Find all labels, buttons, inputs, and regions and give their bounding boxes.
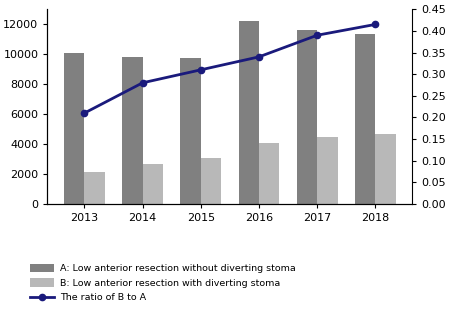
Bar xyxy=(259,142,279,204)
Bar xyxy=(84,172,105,204)
Bar xyxy=(181,58,201,204)
Bar xyxy=(297,30,317,204)
Legend: A: Low anterior resection without diverting stoma, B: Low anterior resection wit: A: Low anterior resection without divert… xyxy=(28,262,297,304)
Bar xyxy=(64,53,84,204)
Bar xyxy=(317,137,337,204)
Bar xyxy=(238,21,259,204)
Bar xyxy=(355,34,375,204)
Bar xyxy=(143,163,163,204)
Bar xyxy=(122,57,143,204)
Bar xyxy=(201,158,221,204)
Bar xyxy=(375,133,396,204)
